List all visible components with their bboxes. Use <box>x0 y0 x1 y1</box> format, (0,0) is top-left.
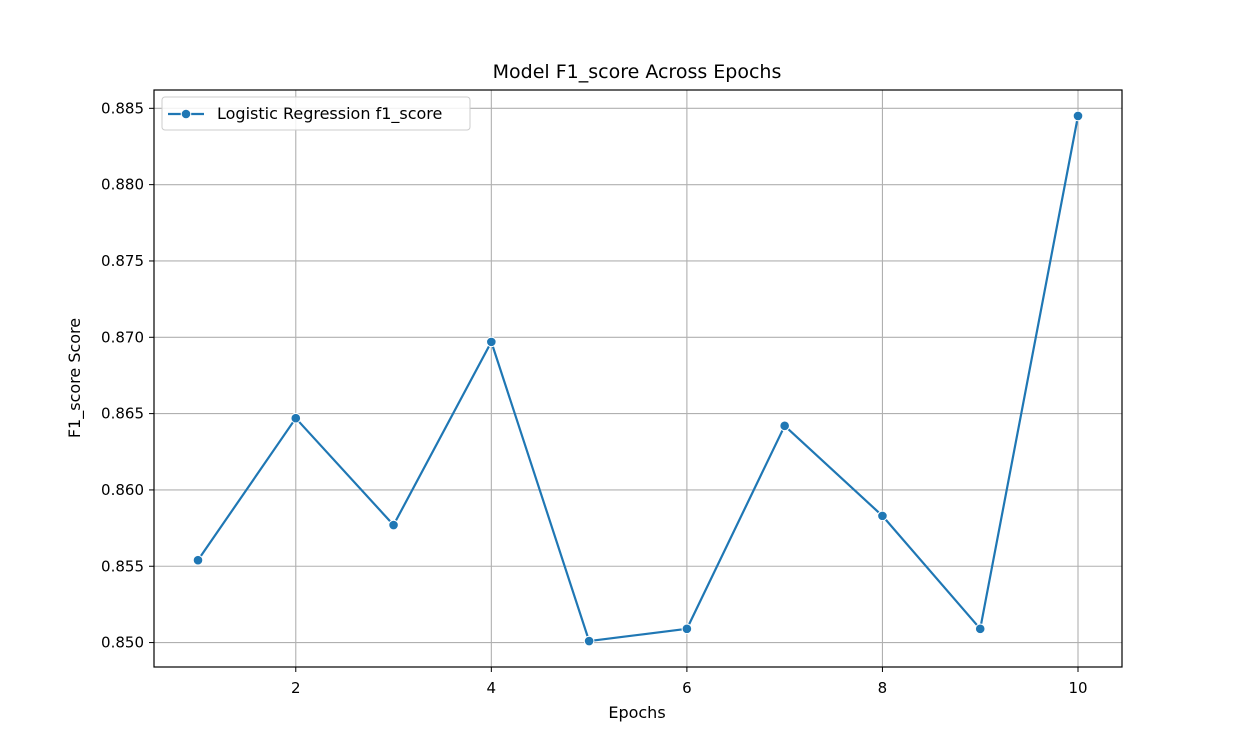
y-tick-label: 0.885 <box>101 99 144 117</box>
x-tick-label: 6 <box>682 679 692 697</box>
x-tick-label: 8 <box>878 679 888 697</box>
x-tick-label: 4 <box>487 679 497 697</box>
legend: Logistic Regression f1_score <box>161 96 471 131</box>
y-tick-label: 0.870 <box>101 328 144 346</box>
legend-box <box>161 96 471 131</box>
x-axis-ticks: 2 4 6 8 10 <box>291 667 1088 697</box>
y-axis-label: F1_score Score <box>65 318 85 438</box>
data-point <box>290 412 302 424</box>
series-line <box>197 115 1080 643</box>
data-point <box>681 623 693 635</box>
x-tick-label: 10 <box>1068 679 1087 697</box>
legend-marker-swatch <box>180 108 192 120</box>
data-point <box>877 510 888 522</box>
data-point <box>583 635 595 647</box>
y-tick-label: 0.850 <box>101 634 144 652</box>
data-point <box>486 336 497 348</box>
y-tick-label: 0.875 <box>101 252 144 270</box>
y-tick-label: 0.860 <box>101 481 144 499</box>
y-axis-ticks: 0.850 0.855 0.860 0.865 0.870 0.875 0.880 0.885 <box>101 99 154 652</box>
x-axis-label: Epochs <box>608 703 665 722</box>
x-tick-label: 2 <box>291 679 301 697</box>
series-layer <box>192 110 1084 647</box>
grid-lines <box>154 90 1122 667</box>
y-tick-label: 0.880 <box>101 176 144 194</box>
y-tick-label: 0.865 <box>101 405 144 423</box>
data-point <box>974 623 986 635</box>
data-point <box>779 420 790 432</box>
plot-frame <box>153 89 1123 668</box>
data-point <box>192 554 204 566</box>
y-tick-label: 0.855 <box>101 557 144 575</box>
legend-label: Logistic Regression f1_score <box>217 104 442 124</box>
data-point <box>1072 110 1084 122</box>
chart-title: Model F1_score Across Epochs <box>493 61 782 83</box>
data-point <box>388 519 399 531</box>
